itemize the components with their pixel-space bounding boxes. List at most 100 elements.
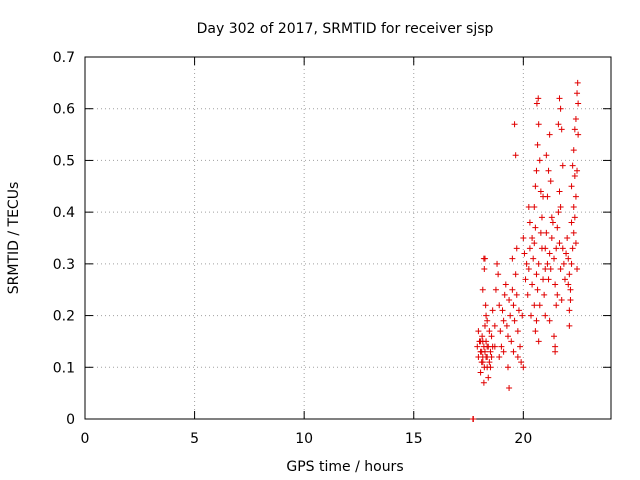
data-point	[538, 214, 545, 221]
data-point	[486, 359, 493, 366]
data-point	[572, 240, 579, 247]
data-point	[512, 152, 519, 159]
data-point	[532, 224, 539, 231]
data-point	[549, 219, 556, 226]
data-point	[542, 266, 549, 273]
data-point	[529, 281, 536, 288]
data-point	[559, 162, 566, 169]
data-point	[515, 307, 522, 314]
data-point	[548, 235, 555, 241]
y-tick-label: 0.7	[53, 50, 75, 66]
data-point	[531, 203, 538, 210]
data-point	[557, 203, 564, 210]
data-point	[569, 245, 576, 252]
data-point	[525, 203, 532, 210]
data-point	[570, 229, 577, 236]
data-point	[495, 271, 502, 278]
data-point	[544, 193, 551, 200]
data-point	[513, 245, 520, 252]
data-point	[543, 229, 550, 236]
data-point	[535, 121, 542, 128]
data-point	[536, 157, 543, 164]
data-point	[483, 353, 490, 360]
data-point	[534, 141, 541, 148]
data-point	[518, 359, 525, 366]
data-point	[552, 281, 559, 288]
data-point	[574, 266, 581, 273]
data-point	[568, 260, 575, 267]
y-tick-label: 0.6	[53, 102, 75, 118]
data-point	[575, 100, 582, 107]
data-point	[534, 286, 541, 293]
data-point	[574, 90, 581, 97]
data-point	[530, 255, 537, 262]
data-point	[511, 317, 518, 324]
data-point	[532, 328, 539, 335]
x-tick-label: 20	[514, 431, 532, 447]
data-point	[571, 126, 578, 133]
data-point	[498, 343, 505, 350]
data-point	[556, 95, 563, 102]
data-point	[506, 384, 513, 391]
data-point	[542, 245, 549, 252]
data-point	[552, 343, 559, 350]
data-point	[535, 338, 542, 345]
data-point	[526, 219, 533, 226]
data-point	[524, 291, 531, 298]
data-point	[559, 245, 566, 252]
data-point	[566, 271, 573, 278]
data-point	[481, 266, 488, 273]
data-point	[483, 312, 490, 319]
data-point	[535, 260, 542, 267]
data-point	[545, 167, 552, 174]
data-point	[497, 328, 504, 335]
data-point	[481, 255, 488, 262]
data-point	[479, 359, 486, 366]
data-point	[504, 333, 511, 340]
data-point	[574, 79, 581, 86]
data-point	[535, 95, 542, 102]
data-point	[551, 333, 558, 340]
x-tick-label: 5	[190, 431, 199, 447]
data-point	[569, 162, 576, 169]
data-point	[531, 240, 538, 247]
data-point	[557, 105, 564, 112]
data-point	[564, 235, 571, 241]
chart-title: Day 302 of 2017, SRMTID for receiver sjs…	[197, 21, 494, 37]
data-point	[520, 235, 527, 241]
data-point	[574, 167, 581, 174]
data-point	[509, 286, 516, 293]
data-point	[506, 297, 513, 304]
data-point	[491, 343, 498, 350]
data-point	[571, 172, 578, 179]
data-point	[500, 317, 507, 324]
data-point	[509, 255, 516, 262]
data-point	[533, 271, 540, 278]
x-axis-label: GPS time / hours	[286, 459, 403, 475]
data-point	[474, 343, 481, 350]
y-tick-label: 0.5	[53, 153, 75, 169]
data-point	[514, 328, 521, 335]
data-point	[571, 214, 578, 221]
x-tick-label: 15	[405, 431, 423, 447]
y-tick-label: 0.2	[53, 309, 75, 325]
y-axis-label: SRMTID / TECUs	[6, 182, 22, 295]
data-point	[525, 266, 532, 273]
data-point	[572, 193, 579, 200]
y-tick-label: 0	[66, 412, 75, 428]
data-point	[546, 131, 553, 138]
data-point	[558, 297, 565, 304]
data-point	[521, 250, 528, 257]
data-point	[566, 307, 573, 314]
data-point	[504, 364, 511, 371]
data-point	[545, 276, 552, 283]
data-point	[565, 281, 572, 288]
data-point	[565, 255, 572, 262]
data-point	[523, 260, 530, 267]
data-point	[496, 353, 503, 360]
data-point	[554, 224, 561, 231]
data-point	[477, 369, 484, 376]
y-tick-label: 0.1	[53, 360, 75, 376]
data-point	[501, 291, 508, 298]
